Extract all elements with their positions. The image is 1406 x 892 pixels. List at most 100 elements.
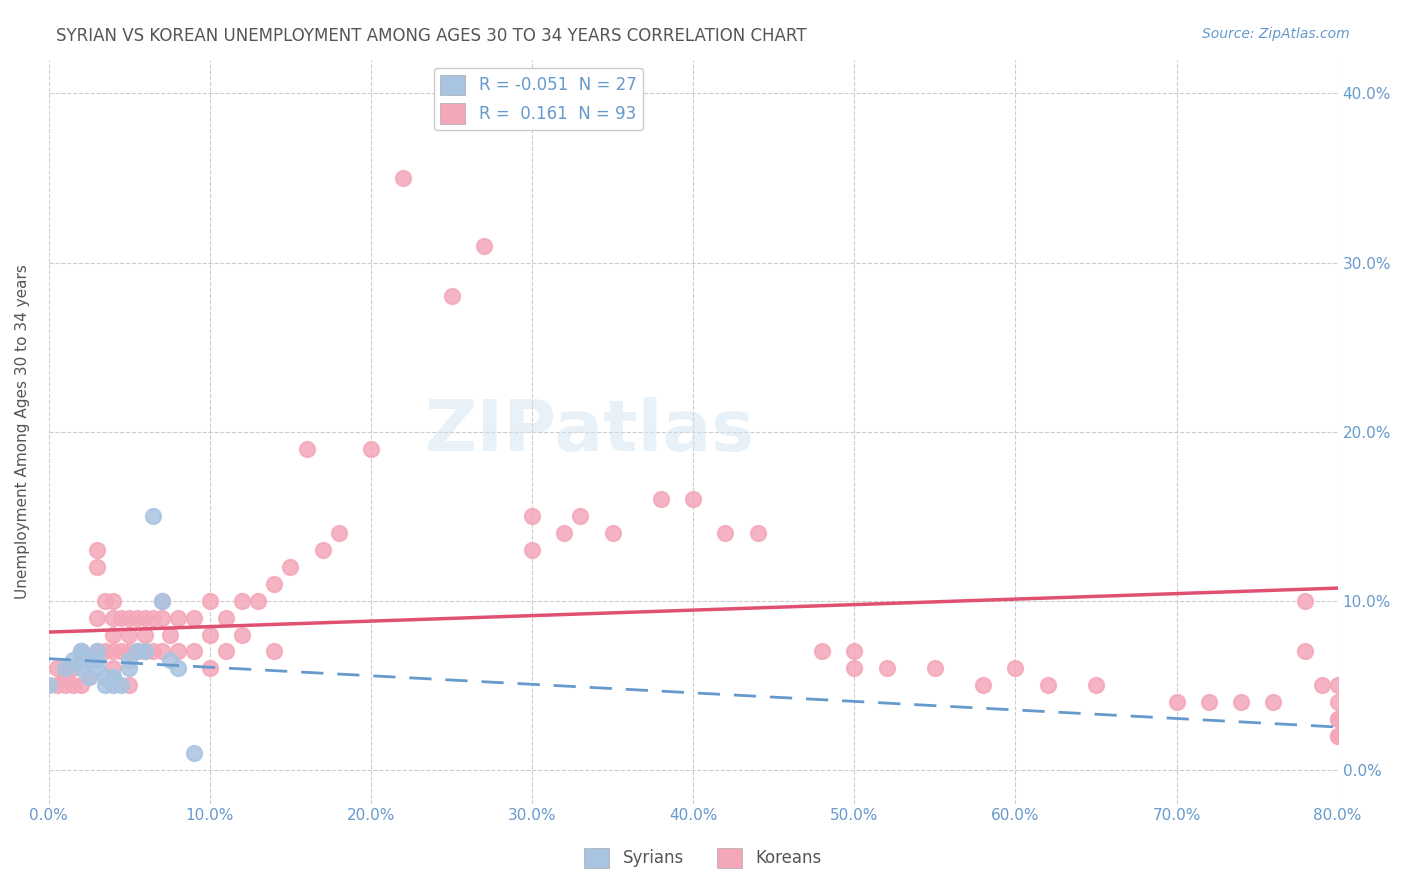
Point <box>1326 678 1348 692</box>
Point <box>38 678 60 692</box>
Point <box>127 644 149 658</box>
Point <box>844 661 866 675</box>
Point <box>86 543 108 558</box>
Point <box>103 670 125 684</box>
Point <box>150 593 173 607</box>
Point <box>70 653 93 667</box>
Point <box>924 661 946 675</box>
Point <box>602 526 624 541</box>
Point <box>134 627 156 641</box>
Point <box>103 627 125 641</box>
Point <box>811 644 834 658</box>
Point <box>183 610 205 624</box>
Legend: Syrians, Koreans: Syrians, Koreans <box>578 841 828 875</box>
Point <box>159 653 181 667</box>
Point <box>110 678 132 692</box>
Point <box>110 610 132 624</box>
Point <box>62 653 84 667</box>
Point <box>103 678 125 692</box>
Point <box>198 661 221 675</box>
Point <box>127 610 149 624</box>
Point <box>134 610 156 624</box>
Point <box>1036 678 1059 692</box>
Text: Source: ZipAtlas.com: Source: ZipAtlas.com <box>1202 27 1350 41</box>
Point <box>263 644 285 658</box>
Point <box>183 746 205 760</box>
Point <box>263 576 285 591</box>
Point <box>280 560 302 574</box>
Point <box>70 678 93 692</box>
Point <box>166 644 188 658</box>
Point <box>77 653 100 667</box>
Point <box>77 670 100 684</box>
Y-axis label: Unemployment Among Ages 30 to 34 years: Unemployment Among Ages 30 to 34 years <box>15 264 30 599</box>
Point <box>553 526 575 541</box>
Point <box>127 644 149 658</box>
Point <box>70 644 93 658</box>
Point <box>1326 712 1348 726</box>
Point <box>311 543 333 558</box>
Point <box>45 678 67 692</box>
Point <box>1230 695 1253 709</box>
Point <box>231 627 253 641</box>
Point <box>53 678 76 692</box>
Point <box>183 644 205 658</box>
Point <box>1326 729 1348 743</box>
Point <box>1326 712 1348 726</box>
Point <box>142 644 165 658</box>
Point <box>118 627 141 641</box>
Point <box>94 644 117 658</box>
Point <box>392 171 415 186</box>
Point <box>472 238 495 252</box>
Point <box>440 289 463 303</box>
Point <box>142 610 165 624</box>
Point <box>53 661 76 675</box>
Point <box>62 678 84 692</box>
Point <box>103 661 125 675</box>
Point <box>1166 695 1188 709</box>
Point <box>166 661 188 675</box>
Point <box>1326 729 1348 743</box>
Point <box>198 593 221 607</box>
Point <box>150 610 173 624</box>
Point <box>714 526 737 541</box>
Point <box>86 644 108 658</box>
Point <box>110 644 132 658</box>
Point <box>1294 644 1316 658</box>
Point <box>86 610 108 624</box>
Point <box>70 653 93 667</box>
Point <box>94 593 117 607</box>
Point <box>77 670 100 684</box>
Point <box>70 644 93 658</box>
Point <box>844 644 866 658</box>
Point <box>70 644 93 658</box>
Point <box>198 627 221 641</box>
Point <box>45 661 67 675</box>
Text: ZIPatlas: ZIPatlas <box>425 397 755 467</box>
Point <box>682 492 704 507</box>
Point <box>1084 678 1107 692</box>
Point <box>94 670 117 684</box>
Point <box>328 526 350 541</box>
Text: SYRIAN VS KOREAN UNEMPLOYMENT AMONG AGES 30 TO 34 YEARS CORRELATION CHART: SYRIAN VS KOREAN UNEMPLOYMENT AMONG AGES… <box>56 27 807 45</box>
Point <box>247 593 270 607</box>
Point <box>118 610 141 624</box>
Point <box>520 543 543 558</box>
Point <box>103 644 125 658</box>
Legend: R = -0.051  N = 27, R =  0.161  N = 93: R = -0.051 N = 27, R = 0.161 N = 93 <box>434 68 643 130</box>
Point <box>1294 593 1316 607</box>
Point <box>569 509 592 524</box>
Point <box>1310 678 1333 692</box>
Point <box>159 627 181 641</box>
Point <box>103 670 125 684</box>
Point <box>1263 695 1285 709</box>
Point <box>1198 695 1220 709</box>
Point <box>94 678 117 692</box>
Point <box>53 661 76 675</box>
Point <box>215 610 238 624</box>
Point <box>231 593 253 607</box>
Point <box>118 653 141 667</box>
Point <box>150 593 173 607</box>
Point <box>70 661 93 675</box>
Point <box>134 644 156 658</box>
